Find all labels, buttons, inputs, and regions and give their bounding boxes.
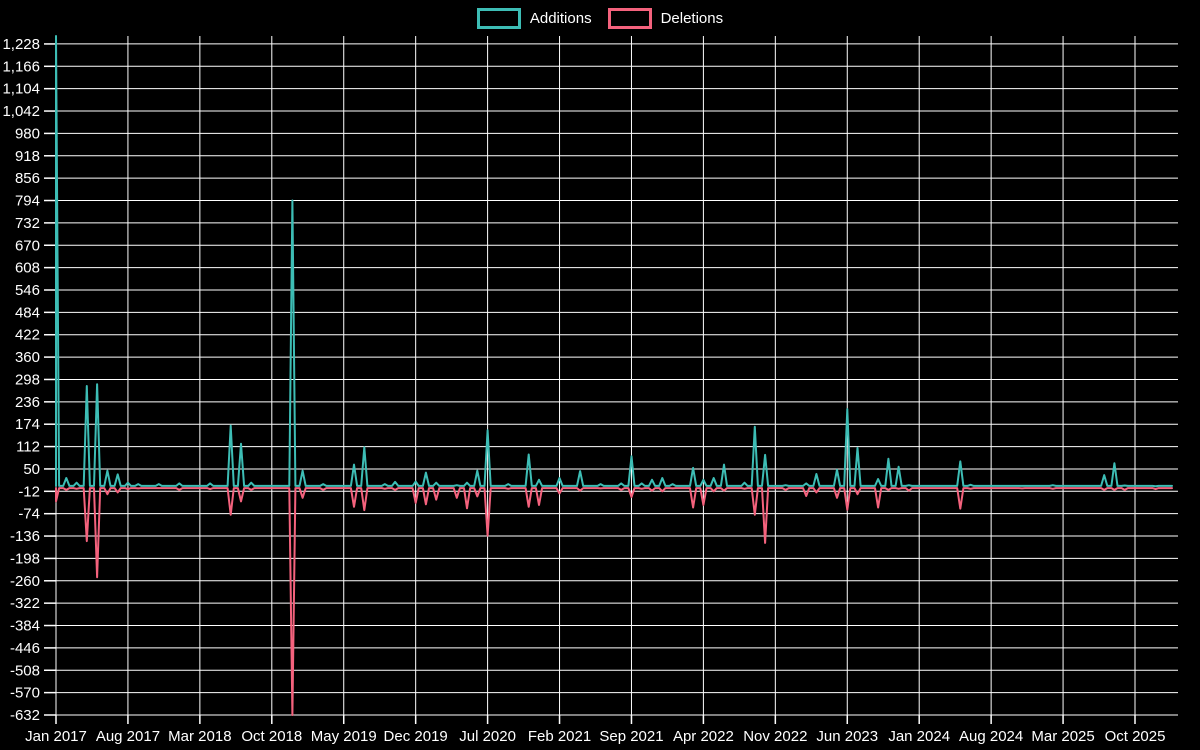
tick-label: 608	[15, 260, 40, 277]
legend-label-deletions: Deletions	[660, 10, 724, 27]
tick-label: May 2019	[311, 728, 377, 745]
tick-label: 670	[15, 237, 40, 254]
legend-label-additions: Additions	[529, 10, 592, 27]
tick-label: -260	[10, 573, 40, 590]
tick-label: -446	[10, 640, 40, 657]
tick-label: 1,104	[2, 81, 40, 98]
deletions-swatch-icon	[607, 8, 652, 29]
x-axis-ticks	[55, 715, 1136, 724]
tick-label: 1,166	[2, 58, 40, 75]
tick-label: 546	[15, 282, 40, 299]
tick-label: -198	[10, 550, 40, 567]
tick-label: Aug 2017	[96, 728, 160, 745]
tick-label: 1,042	[2, 103, 40, 120]
x-axis-grid	[55, 36, 1136, 715]
tick-label: 732	[15, 215, 40, 232]
tick-label: Nov 2022	[743, 728, 807, 745]
tick-label: -136	[10, 528, 40, 545]
tick-label: Mar 2018	[168, 728, 231, 745]
series-line-deletions	[55, 487, 1173, 716]
tick-label: 112	[16, 439, 40, 456]
tick-label: Aug 2024	[959, 728, 1023, 745]
legend-item-deletions[interactable]: Deletions	[607, 8, 724, 29]
additions-swatch-icon	[476, 8, 521, 29]
tick-label: 174	[15, 416, 40, 433]
tick-label: 360	[15, 349, 40, 366]
tick-label: 918	[15, 148, 40, 165]
tick-label: 236	[15, 394, 40, 411]
tick-label: 50	[23, 461, 40, 478]
y-axis-ticks	[44, 43, 56, 716]
tick-label: Jan 2017	[25, 728, 87, 745]
y-axis-labels: 1,228 1,166 1,104 1,042 980 918 856 794 732 670 60…	[2, 36, 40, 724]
tick-label: -12	[18, 483, 40, 500]
tick-label: 980	[15, 125, 40, 142]
tick-label: -384	[10, 618, 40, 635]
legend-item-additions[interactable]: Additions	[476, 8, 592, 29]
tick-label: Jan 2024	[888, 728, 950, 745]
tick-label: Dec 2019	[384, 728, 448, 745]
tick-label: -632	[10, 707, 40, 724]
tick-label: 484	[15, 304, 40, 321]
tick-label: Oct 2025	[1105, 728, 1166, 745]
tick-label: Oct 2018	[241, 728, 302, 745]
tick-label: 422	[15, 327, 40, 344]
tick-label: Jul 2020	[459, 728, 516, 745]
tick-label: -322	[10, 595, 40, 612]
tick-label: Sep 2021	[599, 728, 663, 745]
tick-label: Apr 2022	[673, 728, 734, 745]
tick-label: 856	[15, 170, 40, 187]
series-line-additions	[55, 35, 1173, 488]
tick-label: -74	[18, 506, 40, 523]
tick-label: -508	[10, 662, 40, 679]
tick-label: 298	[15, 371, 40, 388]
tick-label: 794	[15, 193, 40, 210]
tick-label: Feb 2021	[528, 728, 591, 745]
tick-label: 1,228	[2, 36, 40, 53]
chart-legend: Additions Deletions	[0, 8, 1200, 29]
x-axis-labels: Jan 2017 Aug 2017 Mar 2018 Oct 2018 May 2019…	[25, 728, 1165, 745]
tick-label: Jun 2023	[816, 728, 878, 745]
tick-label: -570	[10, 685, 40, 702]
y-axis-grid	[56, 43, 1178, 716]
tick-label: Mar 2025	[1031, 728, 1094, 745]
